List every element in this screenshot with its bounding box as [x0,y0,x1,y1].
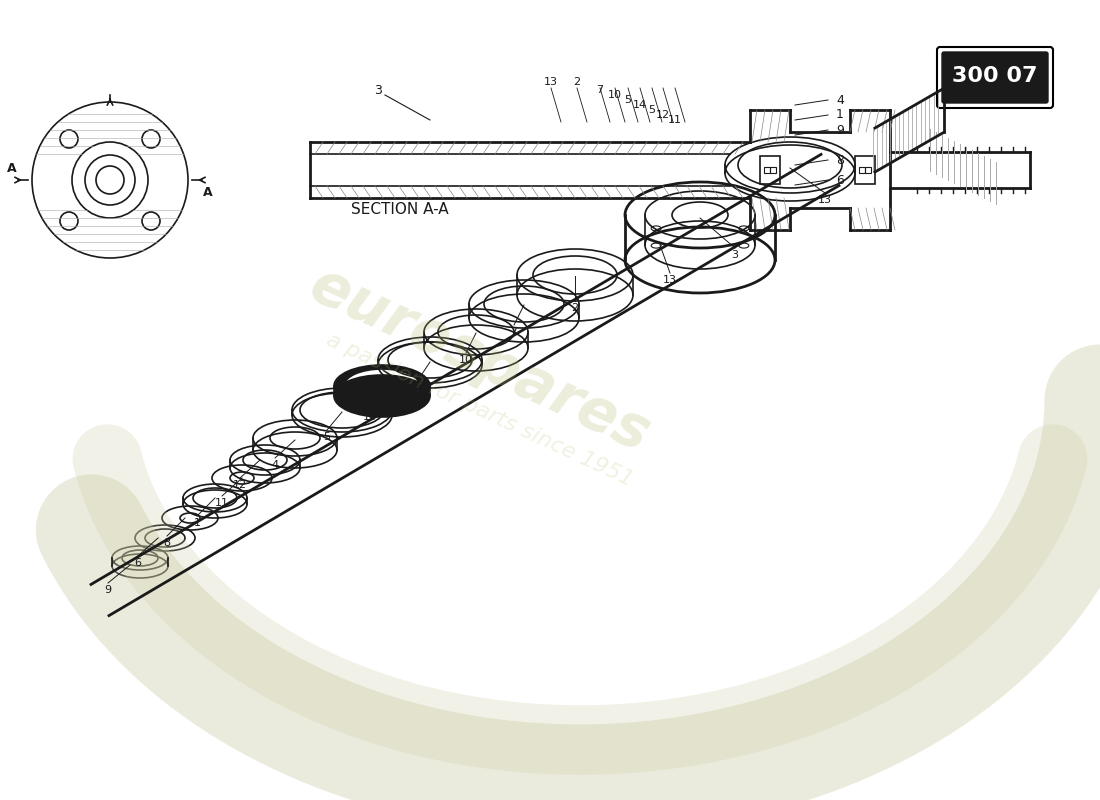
Text: 3: 3 [732,250,738,260]
Text: 10: 10 [459,355,473,365]
Text: 7: 7 [510,327,518,337]
Text: 8: 8 [836,154,844,166]
Text: 13: 13 [818,195,832,205]
Bar [764,167,770,173]
Text: 6: 6 [134,558,142,568]
Text: 7: 7 [596,85,604,95]
Text: a passion for parts since 1951: a passion for parts since 1951 [323,330,637,490]
Text: 14: 14 [363,412,377,422]
Text: 5: 5 [323,432,330,442]
Text: 11: 11 [668,115,682,125]
Text: 300 07: 300 07 [953,66,1037,86]
Text: A: A [204,186,212,198]
FancyBboxPatch shape [942,52,1048,103]
FancyBboxPatch shape [937,47,1053,108]
Text: 9: 9 [104,585,111,595]
Text: 11: 11 [214,498,229,508]
Text: 5: 5 [625,95,631,105]
Text: 4: 4 [836,94,844,106]
Text: 5: 5 [649,105,656,115]
Text: 9: 9 [836,123,844,137]
Bar [760,156,780,184]
Text: 6: 6 [836,174,844,186]
Text: 8: 8 [164,538,170,548]
Text: 2: 2 [571,303,579,313]
Ellipse shape [344,369,420,403]
Text: 12: 12 [233,480,248,490]
Text: A: A [8,162,16,174]
Text: 10: 10 [608,90,622,100]
Ellipse shape [334,375,430,417]
Bar [770,167,776,173]
Text: 3: 3 [374,83,382,97]
Text: eurospares: eurospares [300,256,659,464]
Text: 1: 1 [194,518,200,528]
Text: 2: 2 [573,77,581,87]
Bar [865,167,871,173]
Text: 4: 4 [272,460,278,470]
Text: 13: 13 [544,77,558,87]
Text: 13: 13 [663,275,676,285]
Text: 5: 5 [415,382,421,392]
Ellipse shape [334,365,430,407]
Bar [855,156,875,184]
Text: 12: 12 [656,110,670,120]
Bar [859,167,865,173]
Text: 14: 14 [632,100,647,110]
Text: SECTION A-A: SECTION A-A [351,202,449,218]
Text: 1: 1 [836,109,844,122]
